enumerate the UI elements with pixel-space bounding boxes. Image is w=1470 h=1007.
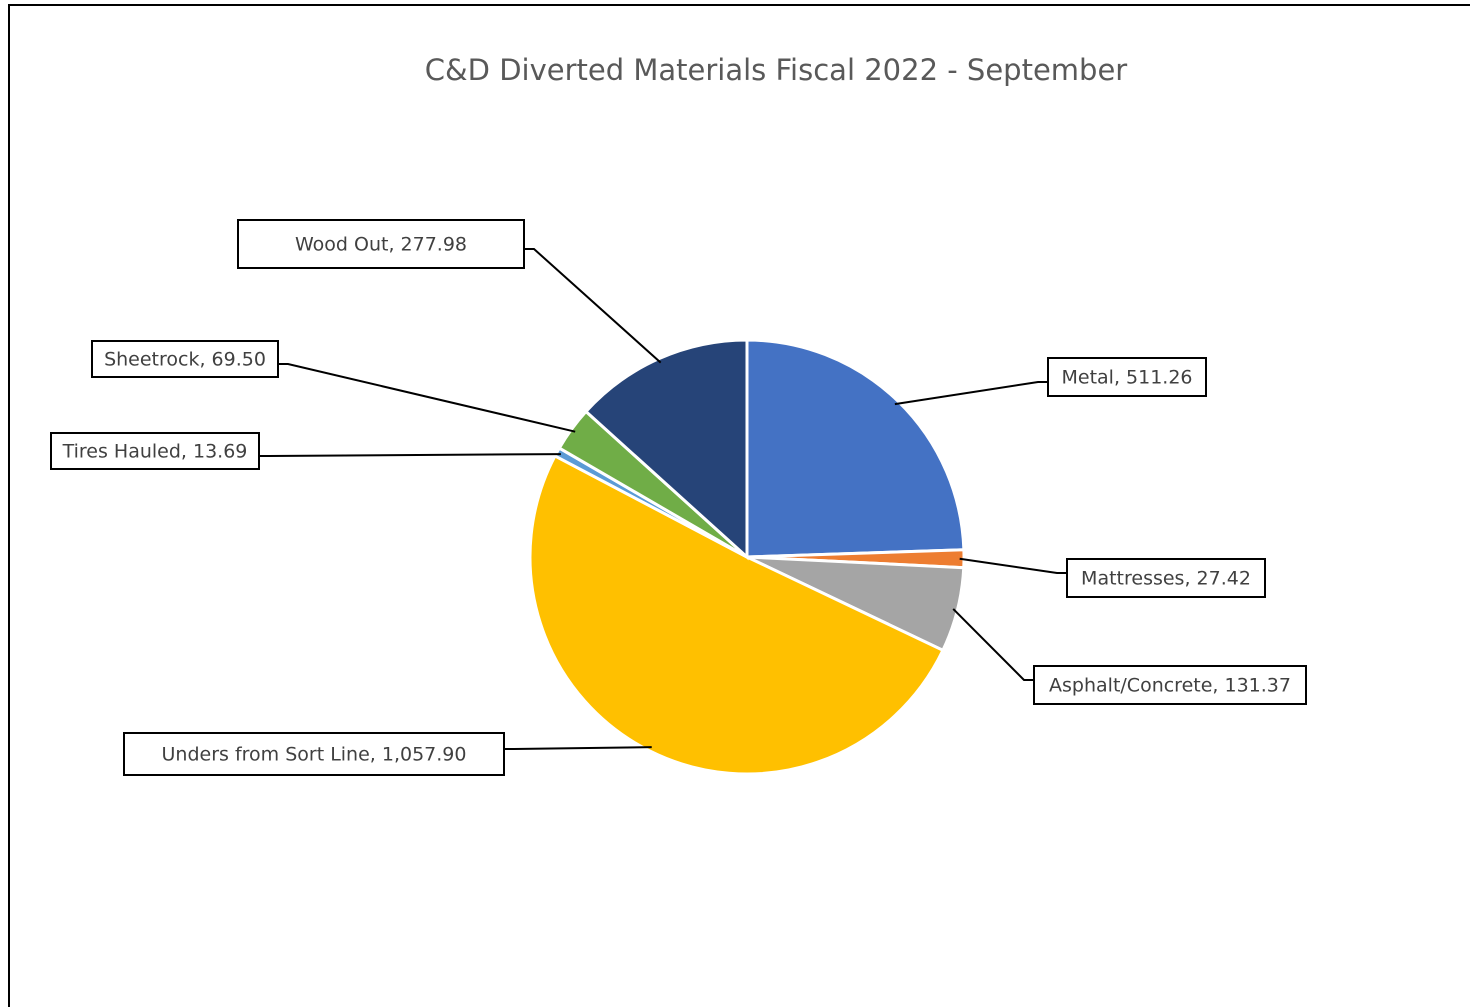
data-label: Metal, 511.26 bbox=[1061, 367, 1192, 389]
data-label-box bbox=[1047, 357, 1207, 397]
data-label-box bbox=[91, 340, 279, 378]
data-label: Wood Out, 277.98 bbox=[295, 234, 467, 256]
leader-line bbox=[959, 557, 1067, 574]
data-label-box bbox=[1066, 558, 1266, 598]
pie-slice bbox=[528, 453, 945, 776]
data-label: Mattresses, 27.42 bbox=[1081, 568, 1251, 590]
data-label: Asphalt/Concrete, 131.37 bbox=[1049, 675, 1291, 697]
chart-title: C&D Diverted Materials Fiscal 2022 - Sep… bbox=[425, 53, 1128, 87]
data-label-box bbox=[123, 732, 505, 776]
data-label: Unders from Sort Line, 1,057.90 bbox=[162, 744, 467, 766]
leader-line bbox=[524, 248, 662, 364]
data-label: Sheetrock, 69.50 bbox=[104, 349, 266, 371]
data-label-box bbox=[1033, 665, 1307, 705]
data-label: Tires Hauled, 13.69 bbox=[62, 441, 248, 463]
leader-line bbox=[278, 363, 576, 433]
pie-slice bbox=[745, 338, 966, 559]
leader-line bbox=[894, 381, 1048, 406]
data-label-box bbox=[50, 432, 260, 470]
data-label-box bbox=[237, 219, 525, 269]
pie-slice bbox=[583, 338, 749, 561]
leader-line bbox=[952, 608, 1034, 681]
leader-line bbox=[504, 746, 652, 750]
leader-line bbox=[259, 453, 561, 457]
